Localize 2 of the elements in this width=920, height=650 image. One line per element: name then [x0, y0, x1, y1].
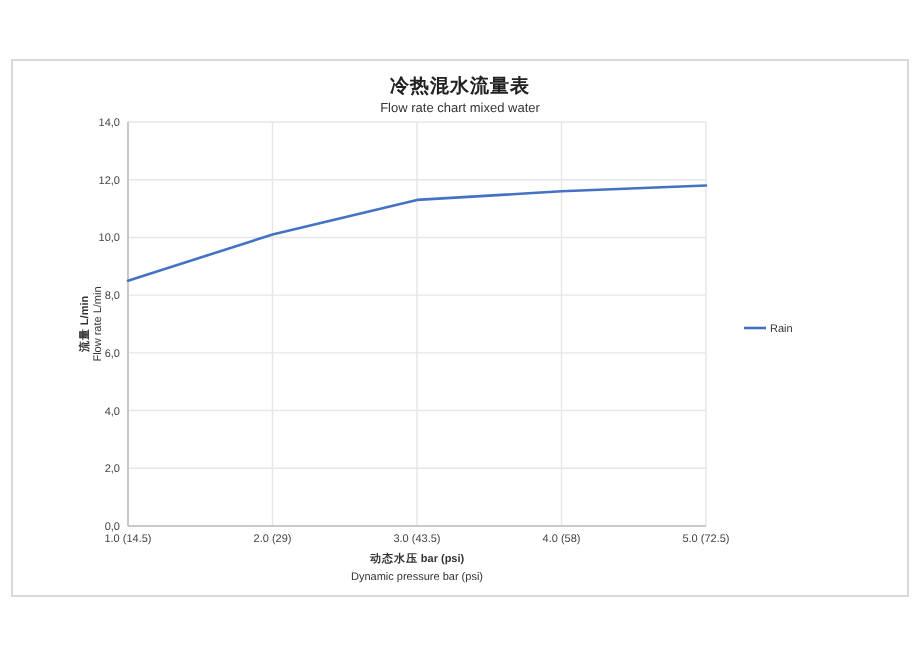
line-series — [126, 184, 708, 283]
chart-title: 冷热混水流量表 — [390, 74, 532, 98]
